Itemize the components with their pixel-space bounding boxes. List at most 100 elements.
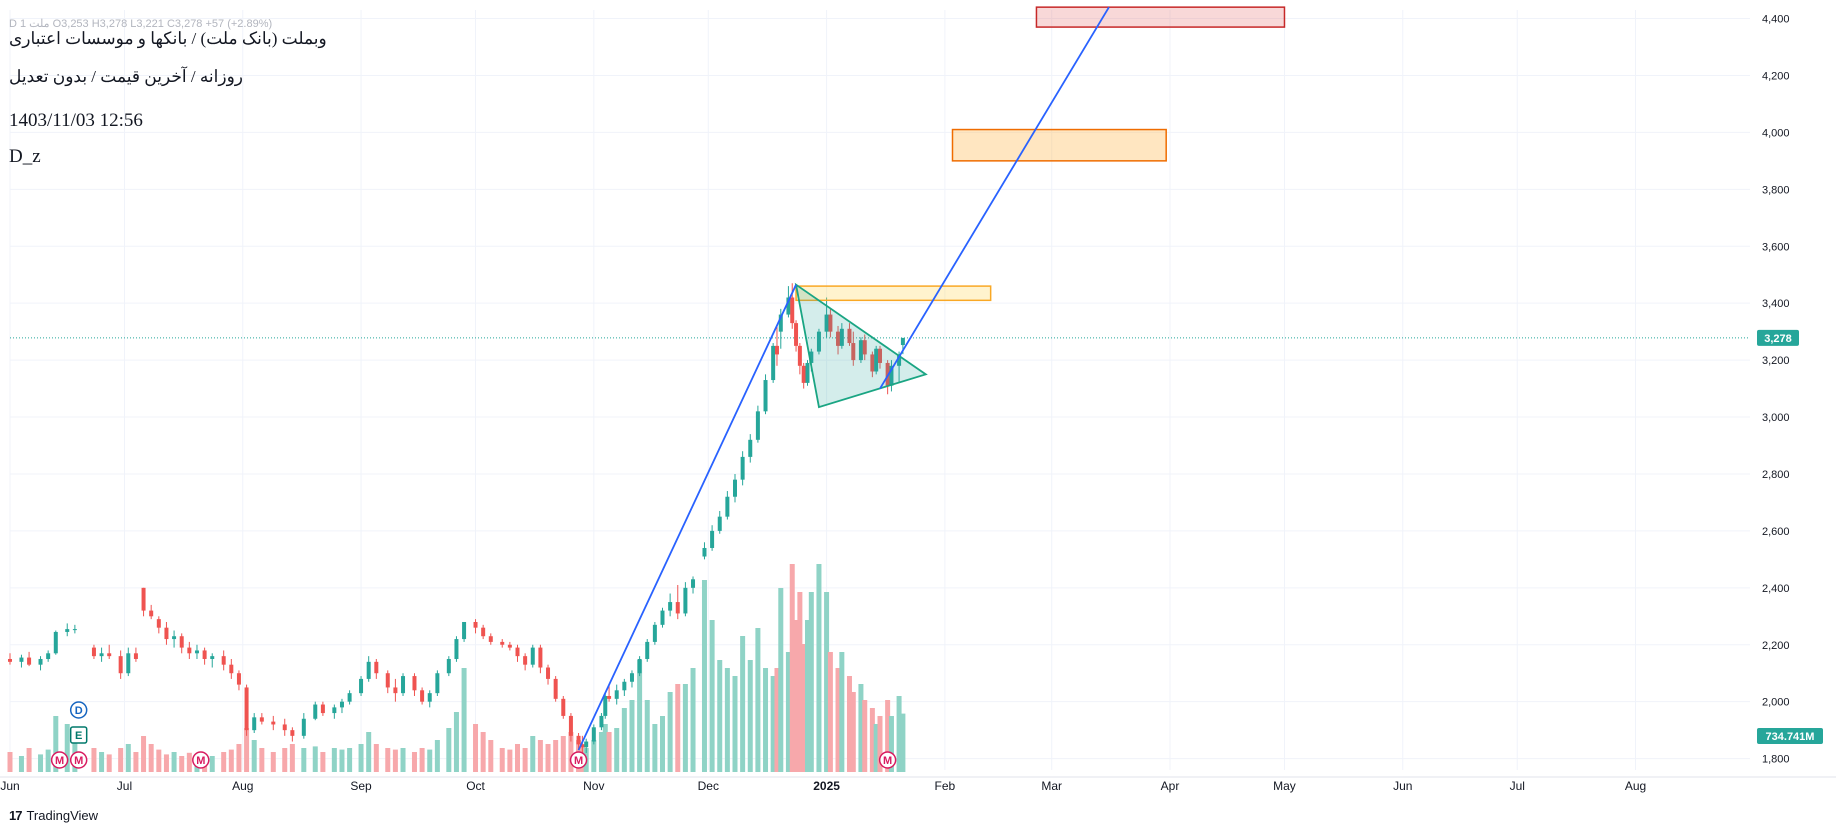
volume-bar <box>366 732 372 772</box>
volume-bar <box>808 592 814 772</box>
candle-body <box>755 411 760 440</box>
volume-bar <box>644 700 650 772</box>
volume-bar <box>888 716 894 772</box>
candle-body <box>874 348 879 372</box>
candle-body <box>393 687 398 694</box>
candle <box>133 647 138 662</box>
candle <box>393 678 398 702</box>
candle-body <box>523 656 528 665</box>
candle <box>507 641 512 651</box>
candle-body <box>359 678 364 694</box>
candle <box>763 374 768 415</box>
drawings-layer[interactable] <box>577 6 1286 751</box>
candle-body <box>805 362 810 383</box>
candle-body <box>8 658 12 662</box>
candle <box>229 658 234 679</box>
candle <box>107 644 112 659</box>
candle <box>271 715 276 731</box>
volume-bar <box>251 740 257 772</box>
candle-body <box>38 658 43 665</box>
volume-bar <box>839 652 845 772</box>
candle-body <box>53 631 58 654</box>
y-tick-label: 3,400 <box>1762 298 1790 310</box>
candle-body <box>99 653 104 657</box>
candle-body <box>691 579 696 588</box>
candle-body <box>221 656 226 665</box>
candle <box>568 713 573 742</box>
marker-label: M <box>883 755 892 767</box>
volume-badge-label: 734.741M <box>1766 731 1815 743</box>
candle <box>282 718 287 736</box>
candle-body <box>839 328 844 346</box>
volume-badge: 734.741M <box>1757 728 1823 744</box>
event-marker[interactable]: M <box>69 751 88 769</box>
candle-body <box>412 676 417 691</box>
candle <box>851 331 856 366</box>
candle-body <box>65 629 70 632</box>
price-axis[interactable]: 1,800 2,000 2,200 2,400 2,600 2,800 3,000 3,200… <box>1762 14 1790 766</box>
candle <box>870 351 875 378</box>
volume-bar <box>312 746 318 772</box>
tradingview-logo[interactable]: 17 TradingView <box>9 808 98 823</box>
volume-bar <box>877 716 883 772</box>
candle <box>774 325 779 366</box>
candle <box>339 698 344 714</box>
candle-body <box>889 365 894 386</box>
candle-body <box>580 744 585 748</box>
volume-bar <box>660 716 665 772</box>
candle <box>301 713 306 739</box>
volume-bar <box>824 592 830 772</box>
event-marker[interactable]: M <box>50 751 69 769</box>
event-marker[interactable]: M <box>569 751 588 769</box>
candle-body <box>870 354 875 372</box>
time-axis[interactable]: Jun Jul Aug Sep Oct Nov Dec 2025 Feb Mar Apr May Jun… <box>0 776 1836 793</box>
volume-bar <box>522 748 528 772</box>
volume-bar <box>453 712 459 772</box>
candle-body <box>614 690 619 699</box>
event-marker[interactable]: M <box>878 751 897 769</box>
candle-body <box>210 656 215 659</box>
x-tick-label: Jul <box>117 779 132 793</box>
x-tick-label: Jul <box>1510 779 1525 793</box>
volume-bar <box>427 749 433 772</box>
volume-bar <box>373 744 379 772</box>
volume-bar <box>186 752 192 772</box>
volume-bar <box>606 732 612 772</box>
volume-bar <box>221 752 227 772</box>
volume-bar <box>385 748 391 772</box>
earnings-marker[interactable]: E <box>69 726 88 744</box>
event-marker[interactable]: M <box>192 751 210 769</box>
volume-bar <box>682 684 688 772</box>
volume-bar <box>38 754 44 772</box>
volume-bar <box>446 728 452 772</box>
candle <box>629 670 634 688</box>
dividend-marker[interactable]: D <box>69 701 88 719</box>
x-tick-label: Apr <box>1161 779 1180 793</box>
candle <box>771 343 776 383</box>
target-zone-orange <box>951 128 1167 162</box>
volume-bar <box>270 752 276 772</box>
volume-bar <box>774 668 780 772</box>
volume-bar <box>614 728 620 772</box>
triangle-pattern <box>794 282 928 409</box>
volume-bar <box>530 736 536 772</box>
candle <box>561 695 566 719</box>
volume-bar <box>835 668 841 772</box>
candle <box>847 323 852 346</box>
volume-bar <box>419 748 425 772</box>
volume-bar <box>732 676 738 772</box>
candle-body <box>172 636 177 640</box>
candle-body <box>427 693 432 702</box>
volume-bar <box>133 752 139 772</box>
candle-body <box>507 644 512 648</box>
candle-body <box>584 741 589 748</box>
volume-bar <box>553 740 559 772</box>
candle-body <box>629 673 634 682</box>
volume-bar <box>244 728 250 772</box>
candle-body <box>836 331 841 346</box>
candle <box>878 345 882 369</box>
candle-body <box>740 456 745 480</box>
volume-bar <box>358 744 364 772</box>
